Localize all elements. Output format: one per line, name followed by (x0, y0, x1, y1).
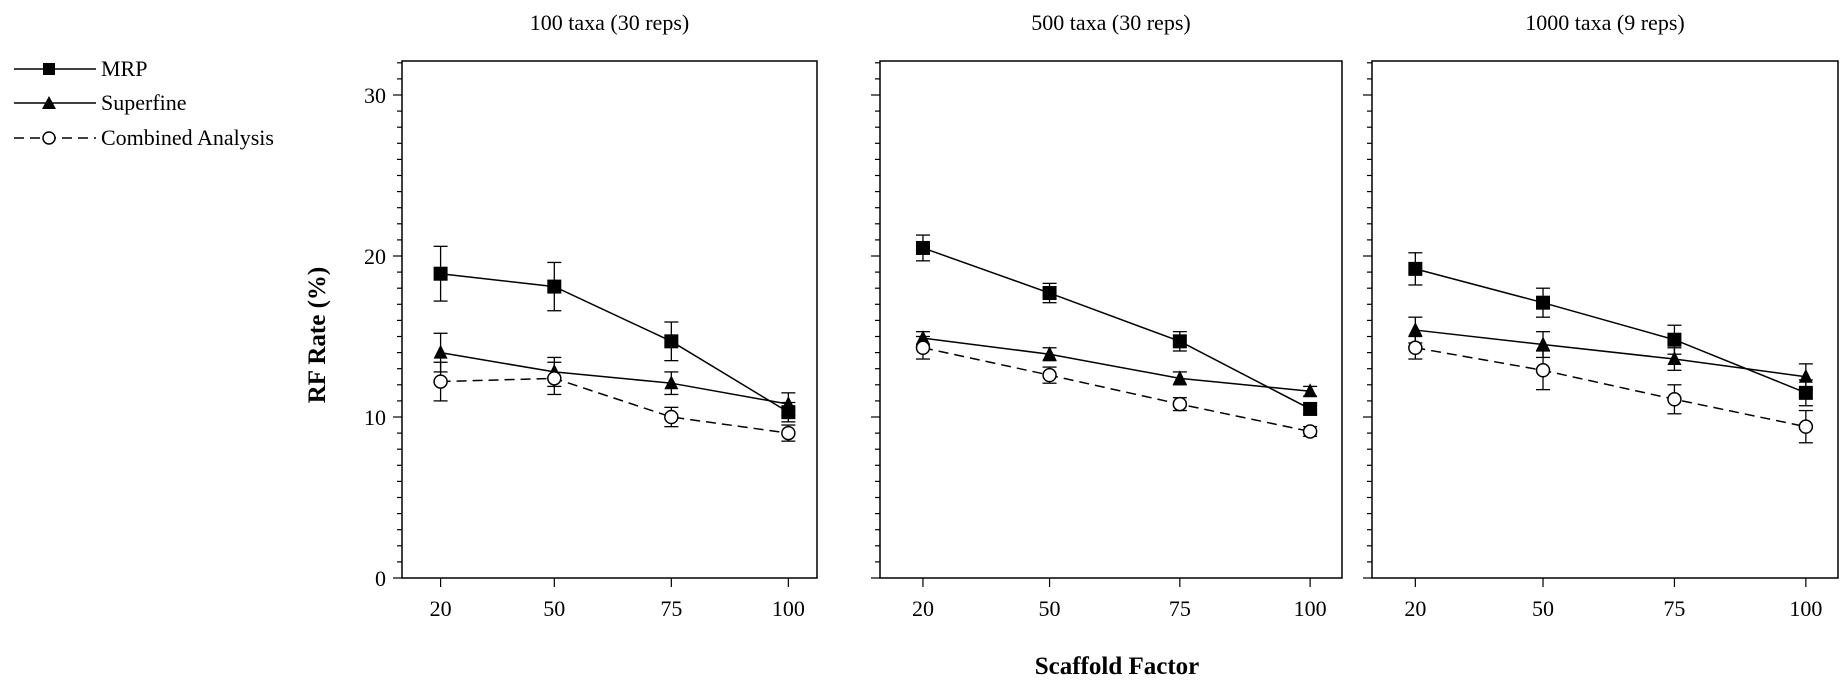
series-line-combined-analysis (922, 347, 1311, 433)
series-line-combined-analysis (1415, 347, 1806, 428)
data-point-superfine (433, 344, 448, 359)
x-tick-label: 100 (772, 596, 805, 621)
panel-title: 1000 taxa (9 reps) (1525, 10, 1684, 35)
data-point-combined-analysis (1798, 419, 1814, 434)
legend-item-mrp: MRP (14, 56, 147, 81)
data-point-superfine (781, 396, 796, 411)
data-point-combined-analysis (547, 371, 562, 386)
data-point-mrp (1536, 295, 1551, 310)
x-tick-label: 100 (1789, 596, 1822, 621)
x-tick-label: 20 (1404, 596, 1426, 621)
data-point-combined-analysis (1408, 340, 1423, 356)
x-tick-label: 75 (1663, 596, 1685, 621)
x-tick-label: 50 (1039, 596, 1061, 621)
series-combined-analysis (915, 335, 1318, 439)
series-mrp (1408, 252, 1813, 407)
data-point-mrp (1408, 261, 1423, 276)
chart-panel-1: 100 taxa (30 reps) 0 10 20 30 20 50 75 100 (364, 10, 818, 621)
data-point-combined-analysis (664, 409, 679, 425)
legend-label-combined-analysis: Combined Analysis (101, 125, 274, 150)
series-superfine (433, 332, 796, 417)
data-point-combined-analysis (1667, 392, 1682, 407)
series-line-mrp (922, 247, 1311, 410)
data-point-combined-analysis (433, 374, 448, 389)
data-point-mrp (1303, 401, 1318, 416)
data-point-mrp (1042, 286, 1057, 301)
legend-item-superfine: Superfine (14, 90, 187, 115)
chart-panel-2: 500 taxa (30 reps) 20 50 75 100 (871, 10, 1343, 621)
triangle-marker-icon (42, 96, 56, 109)
data-point-superfine (664, 375, 679, 390)
series-line-combined-analysis (440, 377, 789, 434)
data-point-superfine (1667, 351, 1682, 366)
series-superfine (915, 330, 1318, 398)
legend: MRP Superfine Combined Analysis (14, 56, 274, 150)
data-point-combined-analysis (1172, 396, 1188, 412)
series-line-mrp (440, 272, 789, 413)
x-tick-label: 75 (660, 596, 682, 621)
plot-frame (401, 60, 818, 579)
series-line-superfine (922, 337, 1311, 392)
y-tick-label: 30 (364, 83, 386, 108)
y-tick-label: 20 (364, 244, 386, 269)
legend-label-mrp: MRP (101, 56, 147, 81)
circle-marker-icon (42, 131, 56, 145)
legend-item-combined-analysis: Combined Analysis (14, 125, 274, 150)
y-axis-title: RF Rate (%) (304, 267, 331, 404)
data-point-mrp (664, 334, 679, 349)
data-point-mrp (1667, 332, 1682, 347)
x-tick-label: 50 (543, 596, 565, 621)
data-point-mrp (433, 266, 448, 281)
legend-label-superfine: Superfine (101, 90, 187, 115)
series-mrp (915, 234, 1318, 416)
x-tick-label: 100 (1294, 596, 1327, 621)
data-point-superfine (1042, 346, 1057, 361)
series-combined-analysis (433, 361, 796, 442)
data-point-combined-analysis (1535, 363, 1551, 378)
plot-frame (1371, 60, 1839, 579)
x-tick-label: 75 (1169, 596, 1191, 621)
series-combined-analysis (1408, 335, 1814, 444)
data-point-superfine (1798, 368, 1813, 383)
x-axis-title: Scaffold Factor (1035, 653, 1200, 680)
data-point-combined-analysis (1042, 367, 1057, 383)
data-point-combined-analysis (781, 425, 796, 441)
data-point-superfine (1303, 383, 1318, 398)
panel-title: 100 taxa (30 reps) (530, 10, 689, 35)
series-line-superfine (1415, 329, 1806, 378)
data-point-combined-analysis (915, 340, 931, 356)
y-tick-label: 0 (375, 566, 386, 591)
x-tick-label: 20 (912, 596, 934, 621)
data-point-superfine (1536, 336, 1551, 351)
data-point-superfine (1408, 322, 1423, 337)
data-point-mrp (915, 240, 930, 255)
chart-panel-3: 1000 taxa (9 reps) 20 50 75 100 (1363, 10, 1839, 621)
plot-frame (879, 60, 1343, 579)
x-tick-label: 20 (430, 596, 452, 621)
data-point-superfine (1172, 370, 1187, 385)
data-point-mrp (1172, 334, 1187, 349)
y-tick-label: 10 (364, 405, 386, 430)
data-point-combined-analysis (1302, 424, 1318, 439)
panel-title: 500 taxa (30 reps) (1031, 10, 1190, 35)
square-marker-icon (43, 63, 55, 75)
data-point-mrp (547, 279, 562, 294)
x-tick-label: 50 (1532, 596, 1554, 621)
series-line-mrp (1415, 268, 1807, 394)
series-line-superfine (440, 351, 789, 405)
series-superfine (1408, 316, 1813, 391)
